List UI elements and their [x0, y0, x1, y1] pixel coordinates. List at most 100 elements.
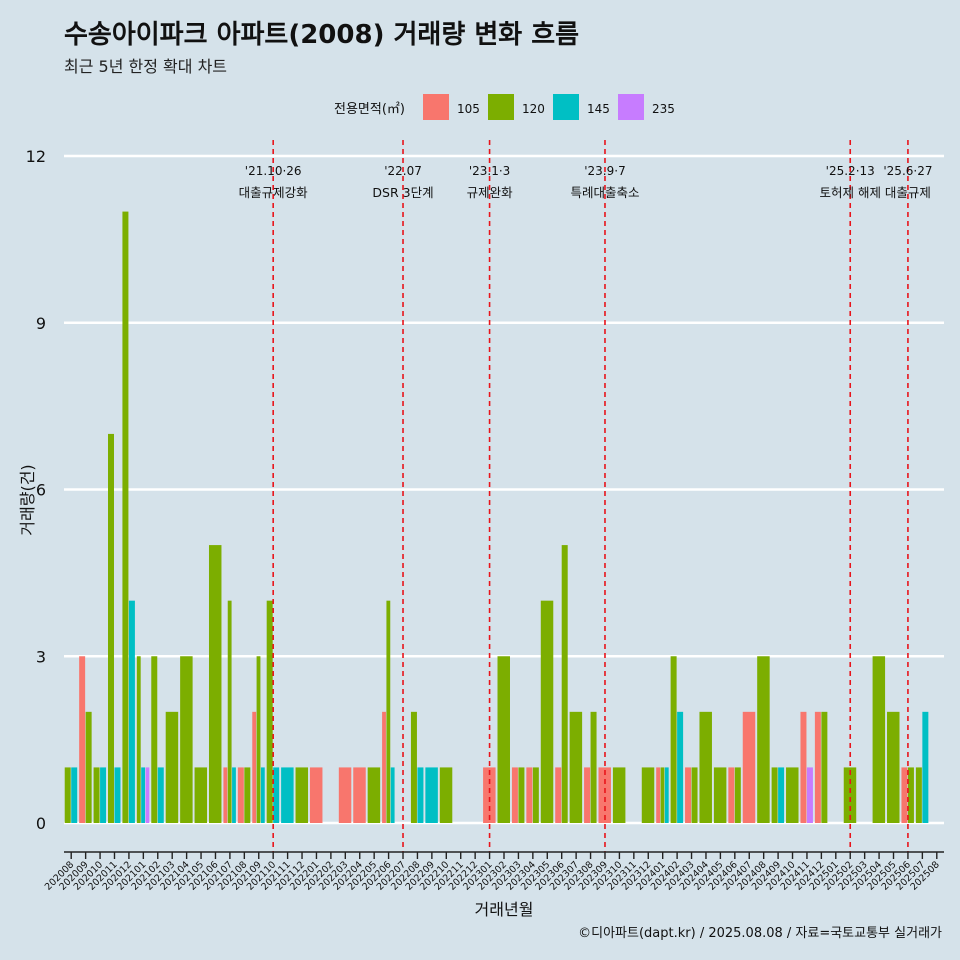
event-date-label: '21.10·26: [245, 164, 302, 178]
bar-202104-120: [180, 656, 193, 823]
event-label: 대출규제: [885, 185, 931, 200]
event-lines: '21.10·26 대출규제강화 '22.07 DSR 3단계 '23.1·3 규제완화 '…: [239, 140, 932, 852]
bars: [64, 211, 929, 824]
bar-202106-120: [208, 545, 222, 823]
bar-202303-120: [518, 767, 525, 823]
event-date-label: '23.9·7: [584, 164, 625, 178]
bar-202306-105: [555, 767, 562, 823]
bar-202412-105: [814, 711, 821, 823]
bar-202402-120: [670, 656, 677, 823]
bar-202009-105: [79, 656, 86, 823]
bar-202408-120: [757, 656, 770, 823]
bar-202404-120: [699, 711, 712, 823]
bar-202304-120: [532, 767, 539, 823]
bar-202208-120: [410, 711, 417, 823]
bar-202101-145: [141, 767, 146, 823]
bar-202208-145: [417, 767, 424, 823]
bar-202312-120: [641, 767, 655, 823]
bar-202110-145: [273, 767, 280, 823]
chart-title: 수송아이파크 아파트(2008) 거래량 변화 흐름: [64, 20, 580, 50]
bar-202504-120: [872, 656, 886, 823]
bar-202505-120: [887, 711, 900, 823]
event-label: 대출규제강화: [239, 185, 309, 200]
legend-swatch-145: [553, 94, 579, 120]
legend-swatch-105: [423, 94, 449, 120]
bar-202012-145: [128, 600, 135, 823]
bar-202401-105: [656, 767, 661, 823]
bar-202406-120: [734, 767, 741, 823]
y-tick-label: 9: [36, 314, 46, 333]
bar-202101-235: [145, 767, 150, 823]
event-date-label: '23.1·3: [469, 164, 510, 178]
bar-202506-120: [907, 767, 914, 823]
bar-202107-145: [232, 767, 236, 823]
legend: 전용면적(㎡) 105 120 145 235: [334, 94, 675, 120]
bar-202402-145: [677, 711, 684, 823]
bar-202308-120: [590, 711, 597, 823]
bar-202009-120: [85, 711, 92, 823]
bar-202309-105: [598, 767, 611, 823]
bar-202507-120: [915, 767, 922, 823]
y-tick-label: 0: [36, 814, 46, 833]
bar-202411-235: [806, 767, 813, 823]
bar-202302-120: [497, 656, 510, 823]
bar-202206-105: [382, 711, 386, 823]
bar-202008-120: [64, 767, 71, 823]
bar-202107-120: [227, 600, 232, 823]
y-tick-label: 3: [36, 647, 46, 666]
bar-202109-120: [256, 656, 261, 823]
bar-202105-120: [194, 767, 208, 823]
bar-202201-105: [309, 767, 323, 823]
legend-title: 전용면적(㎡): [334, 102, 405, 117]
bar-202206-145: [390, 767, 395, 823]
bar-202108-105: [237, 767, 244, 823]
bar-202206-120: [386, 600, 391, 823]
bar-202409-145: [778, 767, 785, 823]
bar-202012-120: [122, 211, 129, 824]
x-axis-title: 거래년월: [475, 900, 534, 919]
event-label: 특례대출축소: [570, 185, 639, 200]
bar-202203-105: [338, 767, 352, 823]
bar-202304-105: [526, 767, 533, 823]
bar-202204-105: [353, 767, 366, 823]
bar-202209-145: [425, 767, 438, 823]
bar-202410-120: [786, 767, 799, 823]
event-date-label: '25.6·27: [883, 164, 932, 178]
bar-202107-105: [223, 767, 228, 823]
legend-label-145: 145: [587, 102, 610, 116]
event-date-label: '22.07: [384, 164, 422, 178]
event-label: DSR 3단계: [372, 185, 433, 200]
bar-202409-120: [771, 767, 778, 823]
source-caption: ©디아파트(dapt.kr) / 2025.08.08 / 자료=국토교통부 실…: [578, 926, 942, 941]
bar-202412-120: [821, 711, 828, 823]
legend-swatch-235: [618, 94, 644, 120]
legend-swatch-120: [488, 94, 514, 120]
bar-202008-145: [71, 767, 78, 823]
legend-label-235: 235: [652, 102, 675, 116]
event-label: 규제완화: [467, 185, 514, 200]
legend-label-105: 105: [457, 102, 480, 116]
bar-202101-120: [136, 656, 141, 823]
bar-202111-145: [281, 767, 294, 823]
bar-202307-120: [569, 711, 583, 823]
bar-202109-105: [252, 711, 257, 823]
y-axis-title: 거래량(건): [18, 464, 37, 535]
bar-202011-120: [108, 433, 114, 823]
bar-202407-105: [742, 711, 756, 823]
bar-202405-120: [713, 767, 727, 823]
bar-202401-145: [664, 767, 669, 823]
y-tick-label: 12: [26, 147, 46, 166]
bar-202301-105: [483, 767, 496, 823]
bar-202506-105: [901, 767, 908, 823]
bar-202108-120: [244, 767, 251, 823]
bar-202308-105: [584, 767, 591, 823]
bar-202303-105: [511, 767, 518, 823]
bar-202010-145: [100, 767, 107, 823]
bar-202210-120: [439, 767, 453, 823]
bar-202401-120: [660, 767, 665, 823]
bar-202205-120: [367, 767, 381, 823]
bar-202011-145: [114, 767, 121, 823]
chart-subtitle: 최근 5년 한정 확대 차트: [64, 57, 228, 76]
bar-202411-105: [800, 711, 807, 823]
